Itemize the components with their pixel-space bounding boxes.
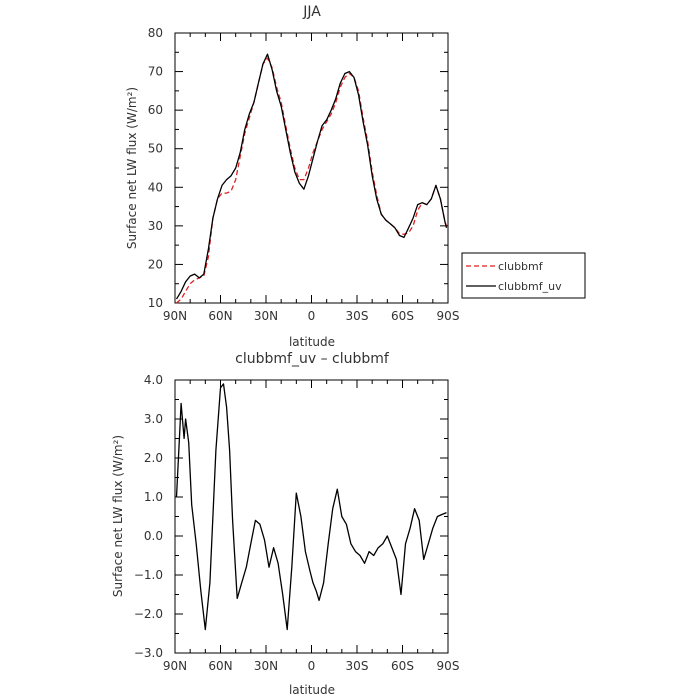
top-ytick-label: 60 <box>148 103 163 117</box>
bottom-xtick-label: 30N <box>254 659 278 673</box>
bottom-chart: clubbmf_uv – clubbmf 90N 60N 30N 0 30S 60S 90S… <box>111 351 459 697</box>
top-chart-xlabel: latitude <box>289 335 335 349</box>
legend-label-clubbmf: clubbmf <box>498 260 544 273</box>
top-xtick-label: 60S <box>391 309 414 323</box>
top-chart: JJA 90N 60N 30N 0 30S 60S 90S1020304050607080 … <box>125 4 586 349</box>
bottom-ytick-label: −2.0 <box>134 607 163 621</box>
bottom-xtick-label: 60N <box>208 659 232 673</box>
bottom-xtick-label: 90N <box>163 659 187 673</box>
bottom-ytick-label: −3.0 <box>134 646 163 660</box>
bottom-ytick-label: −1.0 <box>134 568 163 582</box>
bottom-ytick-label: 3.0 <box>144 412 163 426</box>
top-chart-title: JJA <box>302 4 321 20</box>
top-ytick-label: 70 <box>148 65 163 79</box>
bottom-chart-ylabel: Surface net LW flux (W/m²) <box>111 435 125 597</box>
top-chart-ylabel: Surface net LW flux (W/m²) <box>125 87 139 249</box>
bottom-chart-ticks: 90N 60N 30N 0 30S 60S 90S −3.0 −2.0 −1.0 0.0 1.0 2.0… <box>134 373 460 673</box>
bottom-xtick-label: 0 <box>308 659 316 673</box>
bottom-chart-lines <box>175 383 447 631</box>
top-chart-legend: clubbmf clubbmf_uv <box>461 252 586 299</box>
legend-box <box>461 252 586 299</box>
bottom-xtick-label: 60S <box>391 659 414 673</box>
top-chart-ticks: 90N 60N 30N 0 30S 60S 90S 10 20 30 40 50 60 70 80 <box>148 26 460 323</box>
bottom-ytick-label: 4.0 <box>144 373 163 387</box>
bottom-xtick-label: 30S <box>346 659 369 673</box>
bottom-chart-title: clubbmf_uv – clubbmf <box>235 351 390 367</box>
bottom-chart-xlabel: latitude <box>289 683 335 697</box>
bottom-ytick-label: 1.0 <box>144 490 163 504</box>
top-xtick-label: 90N <box>163 309 187 323</box>
legend-label-clubbmf-uv: clubbmf_uv <box>498 280 562 293</box>
top-ytick-label: 20 <box>148 257 163 271</box>
top-ytick-label: 40 <box>148 180 163 194</box>
top-xtick-label: 90S <box>437 309 460 323</box>
bottom-ytick-label: 2.0 <box>144 451 163 465</box>
top-xtick-label: 60N <box>208 309 232 323</box>
top-xtick-label: 30S <box>346 309 369 323</box>
top-series-line-clubbmf <box>176 57 448 304</box>
bottom-ytick-label: 0.0 <box>144 529 163 543</box>
top-xtick-label: 30N <box>254 309 278 323</box>
top-xtick-label: 0 <box>308 309 316 323</box>
top-ytick-label: 10 <box>148 296 163 310</box>
bottom-series-line-0 <box>175 383 447 631</box>
top-ytick-label: 80 <box>148 26 163 40</box>
top-chart-lines <box>175 53 448 304</box>
top-ytick-label: 50 <box>148 142 163 156</box>
bottom-xtick-label: 90S <box>437 659 460 673</box>
top-series-line-clubbmf-uv <box>175 53 448 300</box>
top-ytick-label: 30 <box>148 219 163 233</box>
